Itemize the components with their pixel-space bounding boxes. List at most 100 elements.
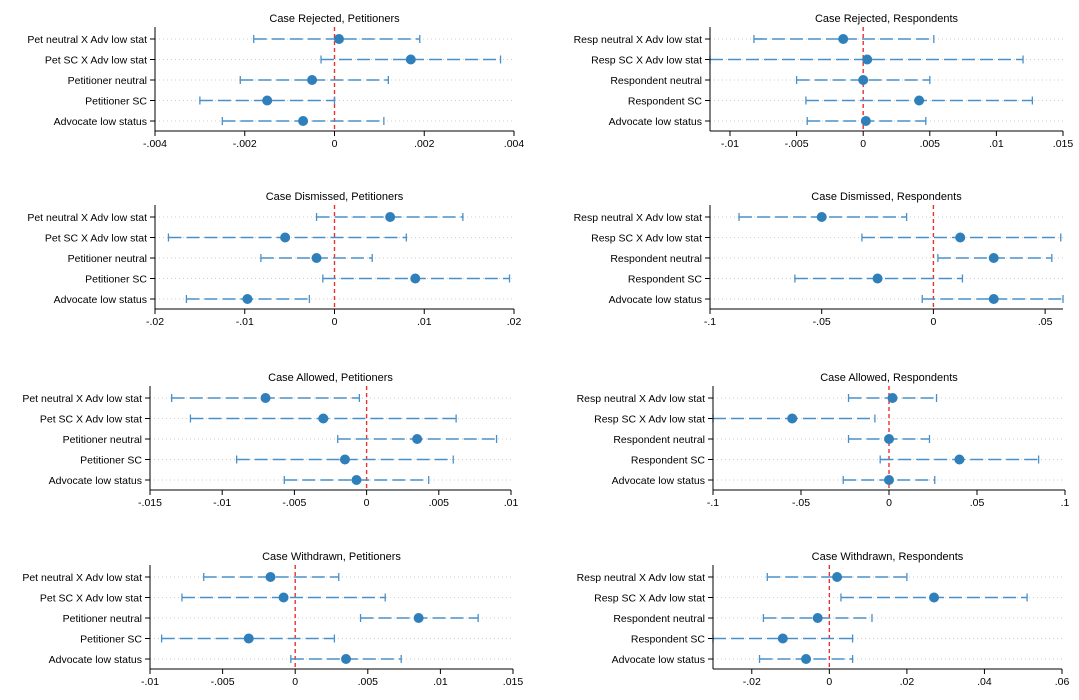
coefficient-point (801, 654, 812, 664)
x-tick-label: .01 (417, 316, 432, 328)
coefficient-point (262, 95, 273, 106)
coefficient-point (351, 475, 362, 485)
coefficient-point (872, 273, 883, 284)
chart-panel-2: Case Dismissed, Petitioners Pet neutral X… (27, 191, 521, 328)
row-label: Pet SC X Adv low stat (45, 233, 147, 245)
panel-title: Case Allowed, Respondents (820, 372, 958, 384)
row-label: Respondent SC (631, 455, 706, 467)
row-label: Respondent neutral (613, 434, 705, 446)
row-label: Advocate low status (612, 654, 705, 666)
coefficient-point (307, 75, 318, 85)
coefficient-point (242, 294, 253, 304)
row-label: Advocate low status (609, 116, 702, 128)
x-tick-label: .015 (1053, 138, 1074, 150)
chart-panel-0: Case Rejected, Petitioners Pet neutral X … (27, 13, 524, 150)
row-label: Petitioner SC (80, 634, 142, 646)
panel-title: Case Rejected, Respondents (815, 13, 959, 25)
row-label: Resp neutral X Adv low stat (574, 212, 702, 224)
coefficient-point (385, 212, 396, 222)
coefficient-point (929, 592, 940, 603)
row-label: Pet neutral X Adv low stat (22, 393, 142, 405)
row-label: Resp neutral X Adv low stat (574, 34, 702, 46)
row-label: Petitioner neutral (63, 434, 142, 446)
row-label: Pet SC X Adv low stat (40, 414, 142, 426)
row-label: Resp SC X Adv low stat (594, 593, 705, 605)
x-tick-label: -.01 (141, 676, 159, 688)
coefficient-point (832, 572, 843, 582)
row-label: Respondent SC (631, 634, 706, 646)
x-tick-label: -.005 (785, 138, 809, 150)
row-label: Resp SC X Adv low stat (591, 233, 702, 245)
row-label: Advocate low status (612, 475, 705, 487)
coefficient-point (341, 654, 352, 664)
x-tick-label: 0 (332, 316, 338, 328)
row-label: Advocate low status (54, 294, 147, 306)
row-label: Respondent SC (628, 274, 703, 286)
coefficient-point (860, 116, 871, 126)
x-tick-label: .015 (503, 676, 524, 688)
panel-title: Case Withdrawn, Petitioners (262, 551, 401, 563)
x-tick-label: -.01 (721, 138, 739, 150)
coefficient-point (838, 34, 849, 44)
x-tick-label: .02 (900, 676, 915, 688)
x-tick-label: -.01 (236, 316, 254, 328)
panel-title: Case Rejected, Petitioners (269, 13, 400, 25)
x-tick-label: -.015 (138, 497, 162, 509)
coefficient-point (410, 273, 421, 284)
row-label: Petitioner neutral (68, 253, 147, 265)
x-tick-label: .02 (507, 316, 522, 328)
x-tick-label: -.02 (146, 316, 164, 328)
x-tick-label: .01 (433, 676, 448, 688)
row-label: Pet SC X Adv low stat (40, 593, 142, 605)
row-label: Pet neutral X Adv low stat (27, 34, 147, 46)
chart-panel-1: Case Rejected, Respondents Resp neutral X… (574, 13, 1074, 150)
panel-title: Case Dismissed, Petitioners (266, 191, 404, 203)
chart-panel-3: Case Dismissed, Respondents Resp neutral … (574, 191, 1064, 328)
coefficient-point (278, 592, 289, 603)
coefficient-point (243, 633, 254, 644)
coefficient-point (405, 54, 416, 65)
x-tick-label: 0 (860, 138, 866, 150)
coefficient-point (333, 34, 344, 44)
x-tick-label: -.01 (213, 497, 231, 509)
coefficient-point (339, 454, 350, 465)
x-tick-label: .01 (504, 497, 519, 509)
row-label: Resp SC X Adv low stat (594, 414, 705, 426)
coefficient-point (260, 393, 271, 403)
row-label: Respondent neutral (613, 613, 705, 625)
coefficient-point (787, 413, 798, 424)
row-label: Respondent SC (628, 96, 703, 108)
coefficient-point (914, 95, 925, 106)
coefficient-point (988, 294, 999, 304)
x-tick-label: 0 (886, 497, 892, 509)
row-label: Resp SC X Adv low stat (591, 55, 702, 67)
coefficient-point (862, 54, 873, 65)
row-label: Petitioner neutral (68, 75, 147, 87)
chart-panel-5: Case Allowed, Respondents Resp neutral X … (577, 372, 1070, 509)
coefficient-point (311, 253, 322, 263)
row-label: Advocate low status (609, 294, 702, 306)
x-tick-label: .04 (977, 676, 992, 688)
chart-panel-7: Case Withdrawn, Respondents Resp neutral … (577, 551, 1070, 688)
coefficient-point (413, 613, 424, 623)
x-tick-label: -.1 (707, 497, 719, 509)
row-label: Resp neutral X Adv low stat (577, 393, 705, 405)
panel-title: Case Withdrawn, Respondents (812, 551, 964, 563)
coefficient-point (318, 413, 329, 424)
chart-panel-6: Case Withdrawn, Petitioners Pet neutral X… (22, 551, 523, 688)
row-label: Respondent neutral (610, 253, 702, 265)
x-tick-label: -.002 (233, 138, 257, 150)
coefficient-point (858, 75, 869, 85)
x-tick-label: .06 (1055, 676, 1070, 688)
x-tick-label: -.1 (704, 316, 716, 328)
coefficient-point (887, 393, 898, 403)
x-tick-label: .01 (989, 138, 1004, 150)
coefficient-point (884, 434, 894, 444)
x-tick-label: 0 (364, 497, 370, 509)
row-label: Resp neutral X Adv low stat (577, 572, 705, 584)
x-tick-label: .004 (504, 138, 525, 150)
x-tick-label: -.05 (792, 497, 810, 509)
coefficient-point (777, 633, 788, 644)
x-tick-label: .005 (358, 676, 379, 688)
